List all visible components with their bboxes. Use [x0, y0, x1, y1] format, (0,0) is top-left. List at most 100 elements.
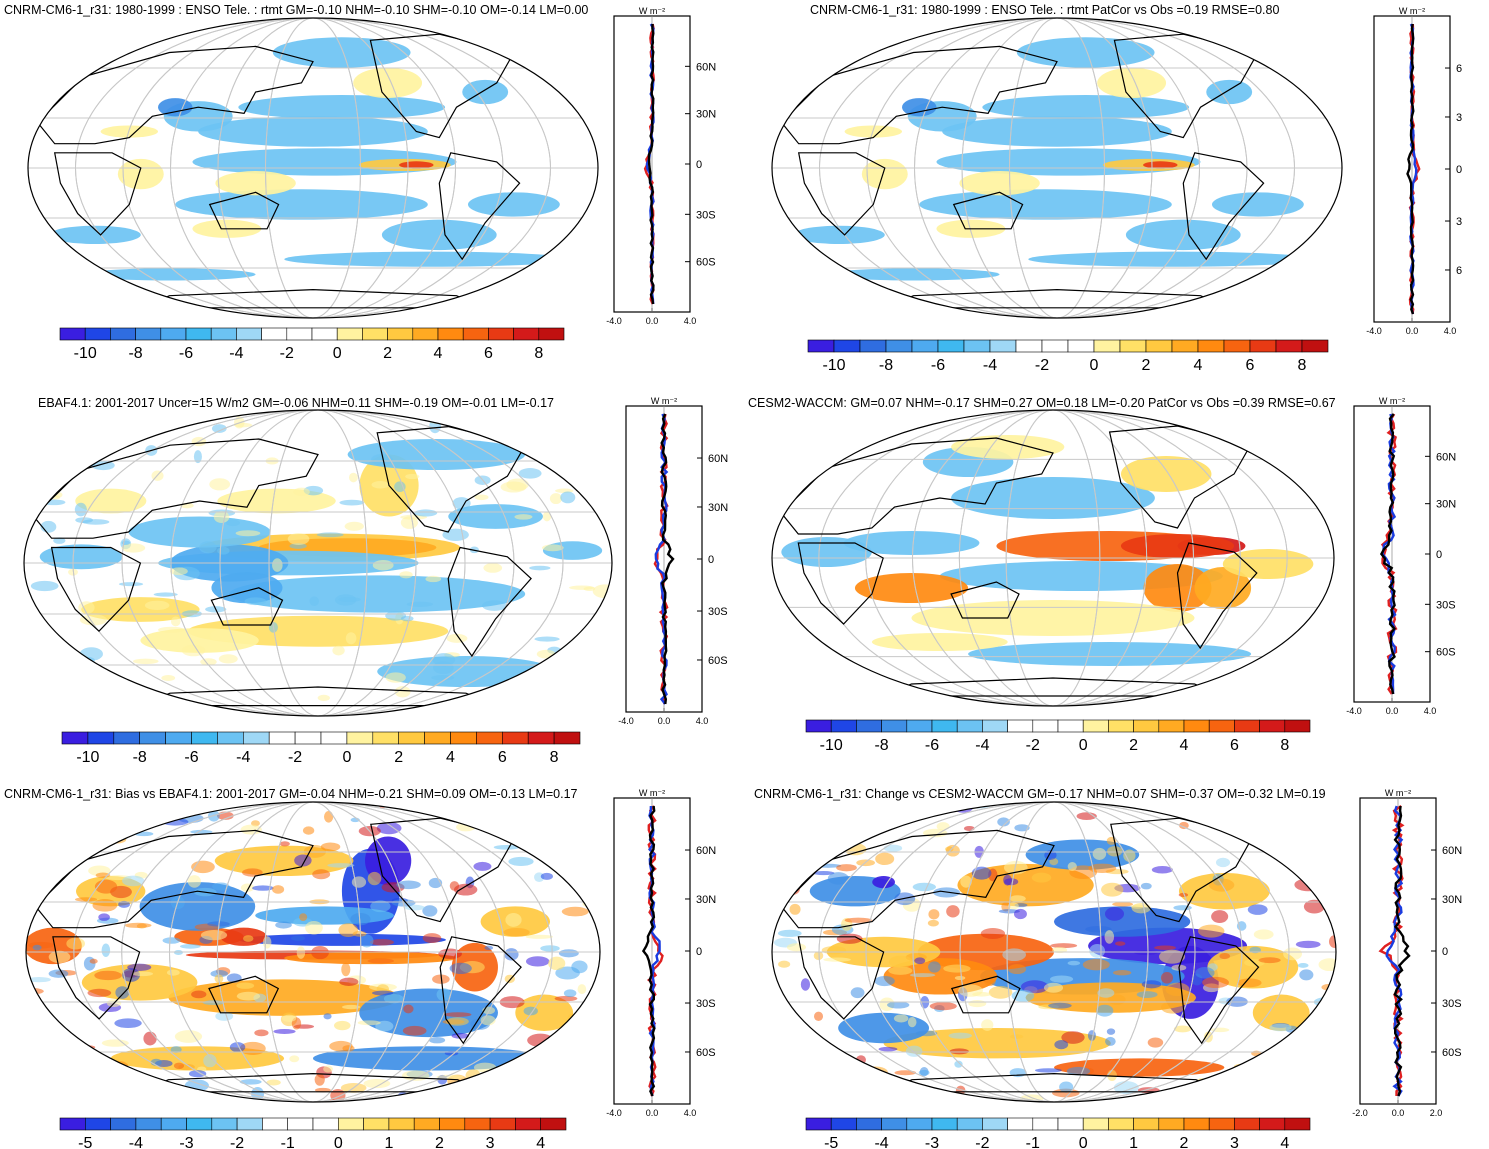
- field-speckle: [174, 950, 183, 955]
- units-label: W m⁻²: [1385, 788, 1411, 798]
- colorbar-swatch: [982, 1118, 1007, 1130]
- field-speckle: [317, 532, 344, 537]
- colorbar-swatch: [389, 1118, 414, 1130]
- colorbar-swatch: [166, 732, 192, 744]
- field-speckle: [1112, 902, 1133, 907]
- field-speckle: [849, 1096, 876, 1104]
- field-blob: [348, 439, 526, 470]
- x-tick-label: -4.0: [606, 316, 622, 326]
- field-speckle: [39, 454, 60, 461]
- field-blob: [872, 876, 895, 888]
- field-speckle: [171, 616, 181, 626]
- colorbar-label: -4: [129, 1135, 143, 1149]
- field-speckle: [550, 493, 562, 504]
- x-tick-label: 4.0: [696, 716, 709, 726]
- colorbar-label: -6: [184, 749, 198, 766]
- colorbar-label: -2: [288, 749, 302, 766]
- colorbar-label: -8: [879, 357, 893, 374]
- field-speckle: [339, 978, 358, 986]
- field-speckle: [788, 816, 813, 823]
- colorbar-swatch: [1209, 720, 1234, 732]
- colorbar-label: -2: [975, 1135, 989, 1149]
- map-5: [24, 800, 602, 1104]
- colorbar-label: 8: [550, 749, 559, 766]
- field-speckle: [1161, 1001, 1184, 1013]
- field-speckle: [162, 818, 189, 825]
- field-speckle: [31, 581, 59, 591]
- field-speckle: [1107, 1028, 1115, 1035]
- field-speckle: [373, 560, 394, 570]
- field-speckle: [125, 923, 152, 928]
- colorbar-swatch: [186, 328, 211, 340]
- field-speckle: [167, 1096, 179, 1104]
- field-speckle: [199, 541, 217, 553]
- field-speckle: [180, 944, 201, 949]
- colorbar-label: -6: [179, 345, 193, 362]
- colorbar-swatch: [373, 732, 399, 744]
- map-field: [26, 18, 600, 318]
- field-speckle: [1244, 809, 1267, 823]
- field-speckle: [358, 1020, 381, 1025]
- field-speckle: [1008, 964, 1026, 974]
- field-speckle: [1048, 1003, 1071, 1009]
- field-speckle: [1107, 846, 1122, 856]
- field-speckle: [555, 1088, 573, 1096]
- field-speckle: [569, 585, 594, 589]
- colorbar-swatch: [1058, 1118, 1083, 1130]
- field-speckle: [450, 963, 472, 974]
- field-speckle: [1198, 925, 1224, 938]
- field-speckle: [1124, 1097, 1142, 1104]
- field-speckle: [523, 701, 532, 714]
- colorbar-label: -2: [1035, 357, 1049, 374]
- colorbar-swatch: [1008, 1118, 1033, 1130]
- x-tick-label: -4.0: [1346, 706, 1362, 716]
- field-speckle: [770, 800, 777, 804]
- field-speckle: [1123, 849, 1135, 861]
- colorbar-label: 6: [484, 345, 493, 362]
- field-speckle: [1195, 967, 1214, 979]
- x-tick-label: -4.0: [606, 1108, 622, 1118]
- colorbar-swatch: [136, 328, 161, 340]
- field-speckle: [432, 800, 441, 805]
- field-speckle: [48, 1073, 63, 1081]
- colorbar-swatch: [161, 1118, 186, 1130]
- field-speckle: [1310, 872, 1329, 885]
- colorbar-swatch: [502, 732, 528, 744]
- colorbar-swatch: [288, 1118, 313, 1130]
- field-blob: [198, 116, 428, 146]
- field-speckle: [338, 597, 360, 602]
- latitude-label: 0: [708, 554, 714, 566]
- field-blob: [175, 189, 428, 219]
- colorbar-swatch: [1134, 720, 1159, 732]
- field-speckle: [558, 862, 582, 873]
- colorbar-swatch: [463, 328, 488, 340]
- colorbar-label: 4: [434, 345, 443, 362]
- latitude-label: 30N: [1442, 894, 1462, 906]
- latitude-label: 60S: [708, 655, 728, 667]
- field-speckle: [66, 1073, 76, 1086]
- colorbar-swatch: [451, 732, 477, 744]
- x-tick-label: 4.0: [684, 316, 697, 326]
- field-blob: [1028, 252, 1315, 267]
- colorbar-swatch: [554, 732, 580, 744]
- field-speckle: [345, 522, 364, 531]
- field-speckle: [81, 701, 96, 707]
- field-speckle: [318, 695, 330, 701]
- field-speckle: [791, 1032, 799, 1044]
- field-speckle: [170, 567, 188, 575]
- colorbar-swatch: [1042, 340, 1068, 352]
- colorbar-label: -4: [236, 749, 250, 766]
- field-speckle: [201, 930, 227, 940]
- colorbar-label: 2: [435, 1135, 444, 1149]
- colorbar-swatch: [321, 732, 347, 744]
- latitude-label: 0: [1456, 164, 1462, 176]
- colorbar-label: 4: [1280, 1135, 1289, 1149]
- units-label: W m⁻²: [639, 788, 665, 798]
- colorbar-label: 4: [446, 749, 455, 766]
- field-speckle: [836, 864, 857, 871]
- field-blob: [1126, 220, 1241, 250]
- colorbar-swatch: [388, 328, 413, 340]
- field-speckle: [310, 596, 319, 606]
- field-speckle: [282, 1015, 296, 1022]
- field-speckle: [514, 514, 532, 519]
